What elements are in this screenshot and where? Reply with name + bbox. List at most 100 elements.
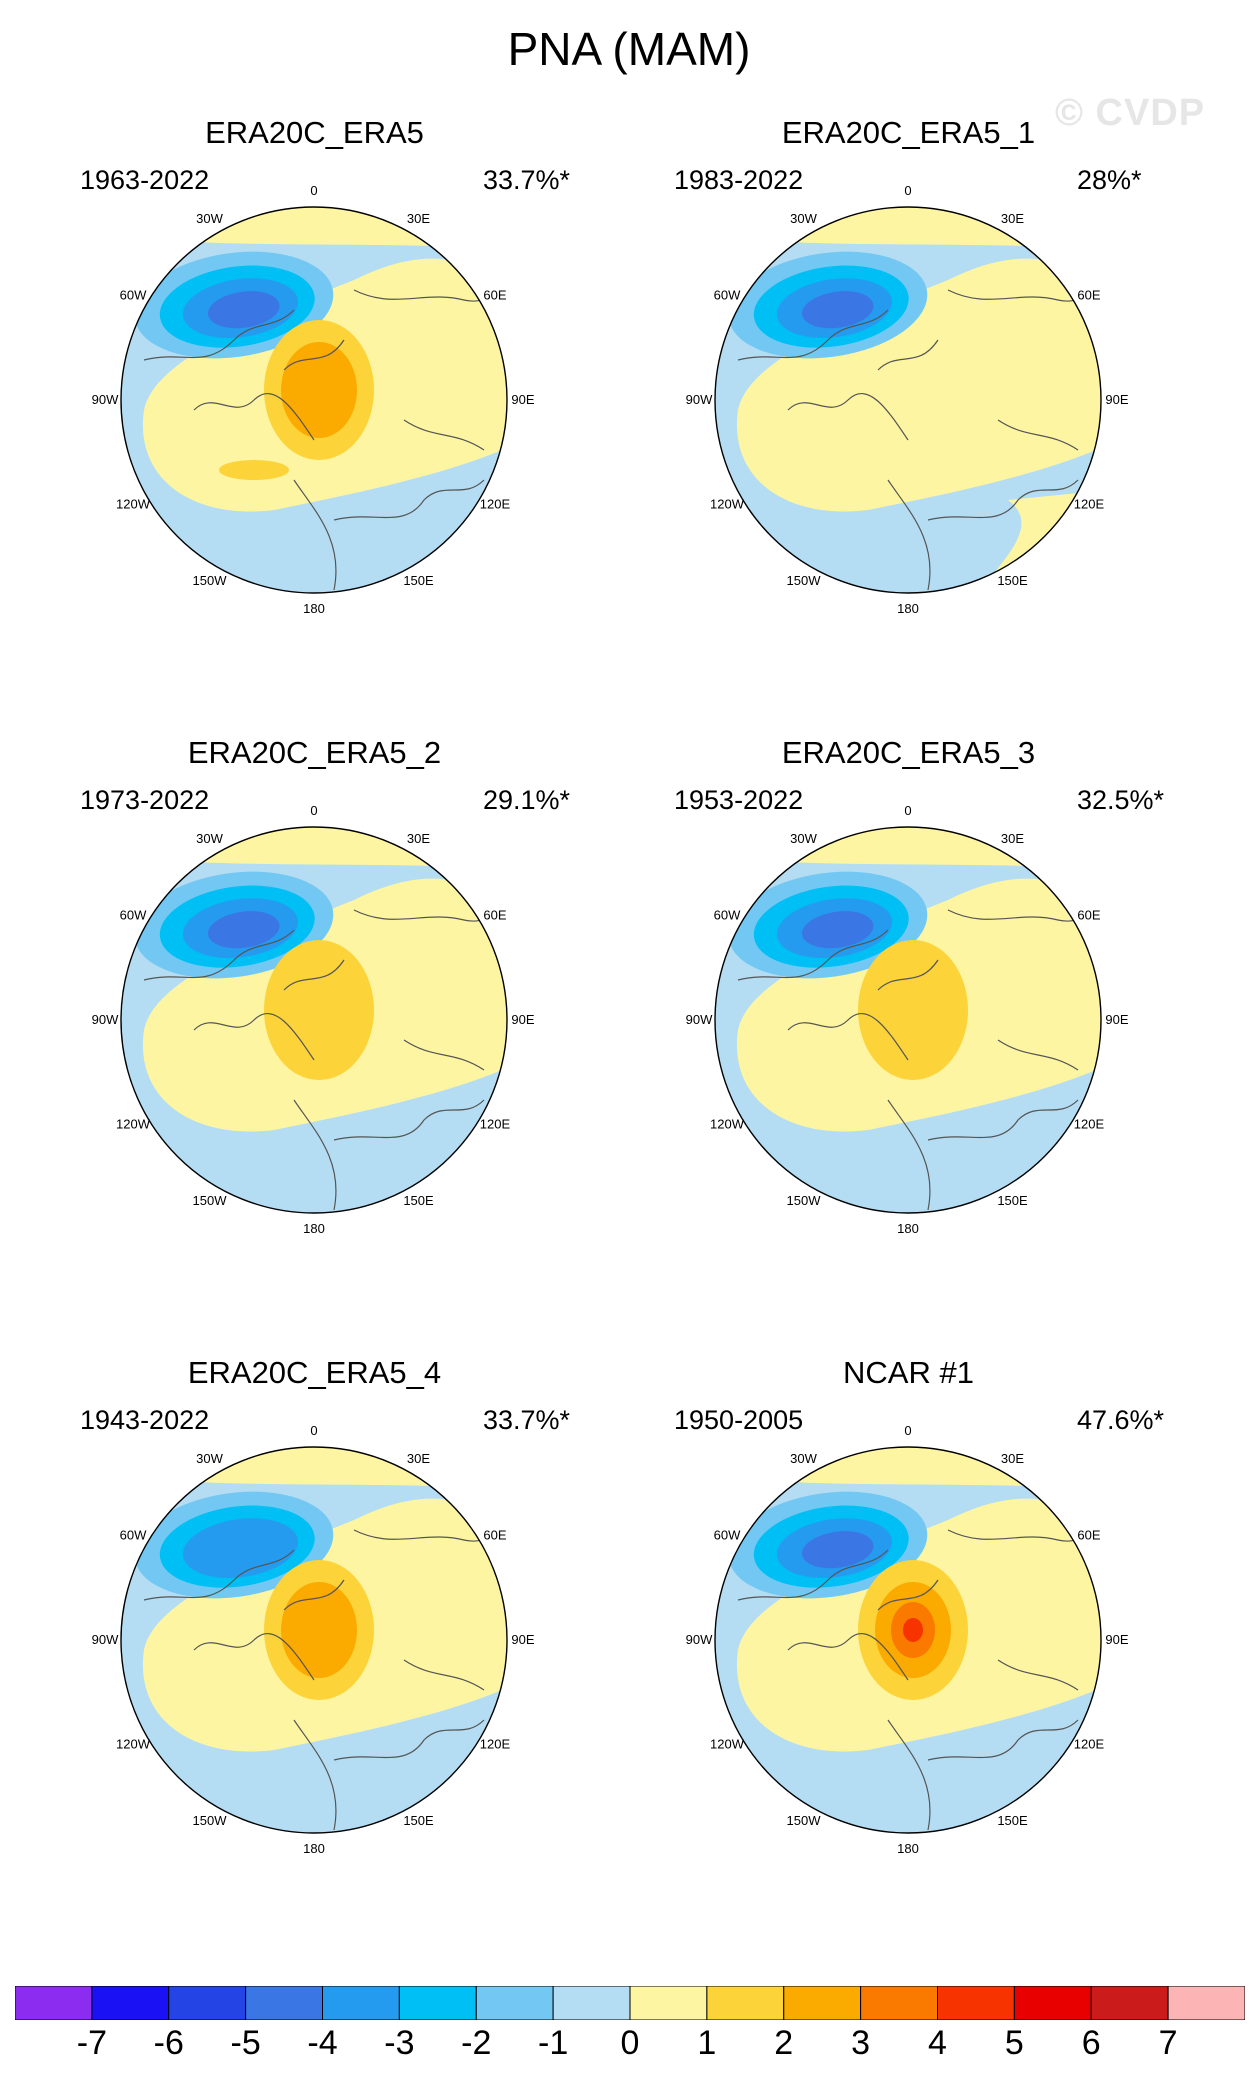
negative-anomaly-contour (208, 291, 280, 329)
longitude-label: 90E (1105, 392, 1128, 407)
colorbar-tick-label: 2 (774, 2024, 794, 2062)
panel-title: ERA20C_ERA5_2 (187, 735, 442, 770)
panel-title: ERA20C_ERA5_1 (781, 115, 1036, 150)
coastline (877, 1579, 939, 1611)
longitude-label: 90W (92, 1012, 119, 1027)
longitude-label: 150W (193, 1813, 228, 1828)
colorbar-swatch (552, 1986, 631, 2020)
longitude-label: 150W (193, 1193, 228, 1208)
coastline (193, 1633, 315, 1681)
longitude-label: 60E (483, 288, 506, 303)
polar-map: 180 150E 120E 90E 60E 30E 0 30W 60W 90W 120W 150W (686, 803, 1129, 1236)
longitude-label: 150E (403, 1193, 434, 1208)
colorbar-swatch (1090, 1986, 1169, 2020)
map-boundary (120, 826, 508, 1214)
colorbar-tick-label: -6 (153, 2024, 184, 2062)
coastline (997, 419, 1079, 451)
polar-map: 180 150E 120E 90E 60E 30E 0 30W 60W 90W 120W 150W (92, 803, 535, 1236)
longitude-label: 60W (120, 1528, 147, 1543)
longitude-label: 120W (710, 497, 745, 512)
panel-variance: 33.7%* (483, 1405, 571, 1435)
colorbar-swatch (91, 1986, 170, 2020)
coastline (283, 1579, 345, 1611)
map-panel-1: ERA20C_ERA5 1963-2022 33.7%* 180 150E 120E… (0, 115, 629, 735)
longitude-label: 30E (407, 211, 430, 226)
panel-variance: 28%* (1077, 165, 1142, 195)
coastline (293, 1099, 337, 1211)
colorbar-tick-label: -7 (76, 2024, 107, 2062)
longitude-label: 30E (407, 1451, 430, 1466)
longitude-label: 0 (310, 183, 317, 198)
colorbar-tick-label: -3 (384, 2024, 415, 2062)
coastline (877, 339, 939, 371)
polar-map: 180 150E 120E 90E 60E 30E 0 30W 60W 90W 120W 150W (686, 183, 1129, 616)
coastline (997, 1659, 1079, 1691)
colorbar-tick-label: 3 (851, 2024, 871, 2062)
map-boundary (120, 1446, 508, 1834)
longitude-label: 90E (1105, 1012, 1128, 1027)
coastline (737, 309, 889, 361)
colorbar-tick-label: -4 (307, 2024, 338, 2062)
longitude-label: 30W (790, 831, 817, 846)
coastline (293, 1719, 337, 1831)
positive-anomaly-contour (219, 460, 289, 480)
panel-title: ERA20C_ERA5 (205, 115, 424, 150)
longitude-label: 60W (120, 908, 147, 923)
colorbar-swatch (937, 1986, 1015, 2020)
map-boundary (714, 826, 1102, 1214)
colorbar-swatch (475, 1986, 554, 2020)
colorbar-tick-label: 1 (697, 2024, 717, 2062)
map-boundary (120, 206, 508, 594)
longitude-label: 150E (997, 573, 1028, 588)
longitude-label: 30W (196, 1451, 223, 1466)
longitude-label: 180 (897, 601, 919, 616)
longitude-label: 60E (1077, 288, 1100, 303)
panel-variance: 47.6%* (1077, 1405, 1165, 1435)
coastline (143, 1549, 295, 1601)
colorbar-tick-label: 4 (928, 2024, 947, 2062)
longitude-label: 120W (116, 1117, 151, 1132)
longitude-label: 60E (483, 908, 506, 923)
figure-title: PNA (MAM) (507, 23, 751, 75)
colorbar-tick-label: -1 (538, 2024, 569, 2062)
colorbar-swatch (15, 1986, 93, 2020)
longitude-label: 90W (92, 392, 119, 407)
coastline (887, 479, 931, 591)
coastline (927, 479, 1079, 521)
longitude-label: 120W (116, 497, 151, 512)
coastline (283, 959, 345, 991)
colorbar-tick-label: -5 (230, 2024, 261, 2062)
longitude-label: 30E (1001, 831, 1024, 846)
longitude-label: 120E (480, 1737, 511, 1752)
coastline (927, 1719, 1079, 1761)
longitude-label: 90W (92, 1632, 119, 1647)
longitude-label: 0 (904, 183, 911, 198)
colorbar-tick-label: 7 (1158, 2024, 1178, 2062)
longitude-label: 120E (1074, 497, 1105, 512)
coastline (333, 1099, 485, 1141)
longitude-label: 120W (710, 1737, 745, 1752)
polar-map: 180 150E 120E 90E 60E 30E 0 30W 60W 90W 120W 150W (92, 1423, 535, 1856)
longitude-label: 60W (714, 908, 741, 923)
coastline (333, 479, 485, 521)
longitude-label: 90E (511, 1012, 534, 1027)
coastline (787, 393, 909, 441)
longitude-label: 0 (904, 1423, 911, 1438)
longitude-label: 90E (1105, 1632, 1128, 1647)
longitude-label: 120W (116, 1737, 151, 1752)
longitude-label: 30W (790, 1451, 817, 1466)
longitude-label: 180 (897, 1221, 919, 1236)
longitude-label: 120E (1074, 1117, 1105, 1132)
coastline (403, 1659, 485, 1691)
longitude-label: 30W (196, 211, 223, 226)
colorbar-swatch (783, 1986, 862, 2020)
longitude-label: 120E (480, 497, 511, 512)
colorbar-tick-label: 6 (1081, 2024, 1101, 2062)
longitude-label: 120E (1074, 1737, 1105, 1752)
coastline (193, 1013, 315, 1061)
colorbar-swatch (322, 1986, 400, 2020)
coastline (333, 1719, 485, 1761)
coastline (887, 1099, 931, 1211)
longitude-label: 0 (310, 1423, 317, 1438)
colorbar (15, 1986, 1245, 2020)
